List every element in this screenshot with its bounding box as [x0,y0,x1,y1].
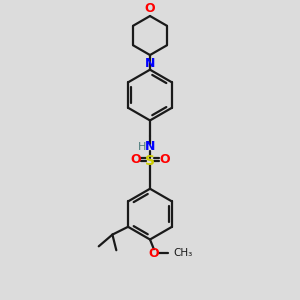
Text: O: O [148,247,159,260]
Text: S: S [145,154,155,168]
Text: O: O [145,2,155,14]
Text: CH₃: CH₃ [173,248,193,258]
Text: H: H [138,142,146,152]
Text: N: N [145,56,155,70]
Text: O: O [159,154,170,166]
Text: O: O [130,154,141,166]
Text: N: N [145,140,155,153]
